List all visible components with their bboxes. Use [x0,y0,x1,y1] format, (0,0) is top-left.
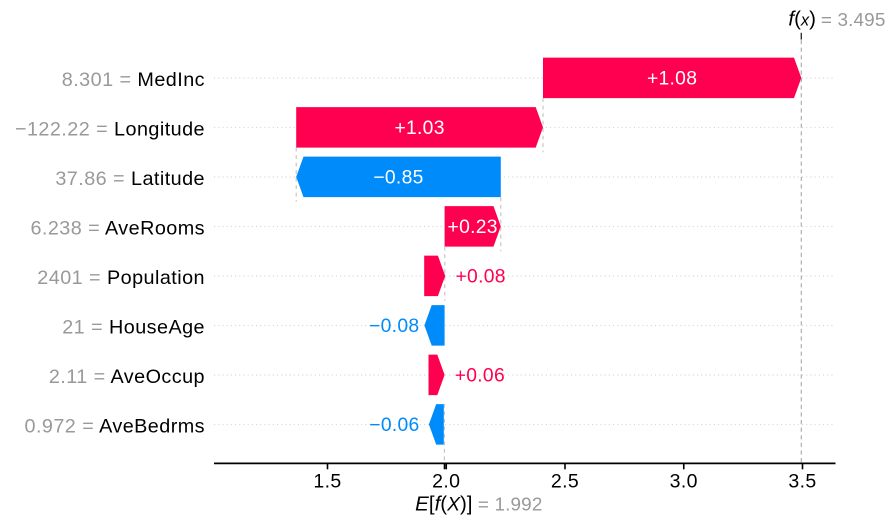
svg-text:37.86 = Latitude: 37.86 = Latitude [55,168,205,190]
svg-text:0.972 = AveBedrms: 0.972 = AveBedrms [25,415,206,437]
svg-text:+1.03: +1.03 [394,118,444,139]
svg-text:+0.08: +0.08 [456,266,506,287]
svg-text:+0.06: +0.06 [455,365,505,386]
svg-text:3.5: 3.5 [788,470,816,492]
svg-text:−0.08: −0.08 [369,316,419,337]
svg-text:2.11 = AveOccup: 2.11 = AveOccup [49,366,205,388]
svg-text:6.238 = AveRooms: 6.238 = AveRooms [30,217,205,239]
svg-text:3.0: 3.0 [670,470,698,492]
svg-text:8.301 = MedInc: 8.301 = MedInc [62,69,205,91]
svg-text:= 1.992: = 1.992 [478,495,543,516]
svg-text:−0.06: −0.06 [369,415,419,436]
svg-text:E[f(X)]: E[f(X)] [415,492,472,515]
svg-text:21 = HouseAge: 21 = HouseAge [62,316,205,338]
svg-text:−122.22 = Longitude: −122.22 = Longitude [15,118,205,140]
svg-text:2401 = Population: 2401 = Population [37,267,205,289]
svg-text:= 3.495: = 3.495 [821,10,886,31]
svg-text:2.0: 2.0 [432,470,460,492]
svg-text:1.5: 1.5 [313,470,341,492]
svg-text:−0.85: −0.85 [373,167,423,188]
svg-text:+1.08: +1.08 [647,68,697,89]
svg-text:f(x): f(x) [788,7,816,30]
svg-text:+0.23: +0.23 [448,217,498,238]
svg-text:2.5: 2.5 [551,470,579,492]
